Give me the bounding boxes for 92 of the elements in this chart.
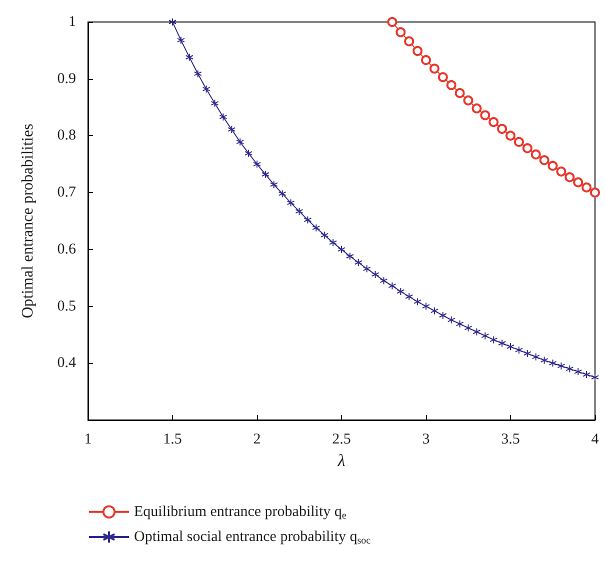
point [429, 64, 440, 74]
point [219, 112, 228, 121]
point [346, 252, 354, 260]
point [498, 339, 506, 348]
point [253, 160, 261, 168]
y-tick-label: 0.7 [57, 184, 76, 201]
point [371, 270, 380, 278]
x-tick-label: 2.5 [332, 432, 351, 448]
point [412, 46, 423, 56]
y-tick-label: 0.4 [57, 355, 76, 372]
y-tick-label: 0.9 [57, 70, 76, 87]
x-tick-label: 4 [591, 432, 600, 448]
point [463, 95, 474, 106]
y-tick-label: 0.5 [57, 298, 76, 314]
x-tick-label: 3.5 [501, 432, 520, 448]
point [548, 359, 557, 368]
y-tick-label: 0.6 [57, 241, 76, 258]
x-tick-label: 2 [253, 432, 261, 448]
point [405, 292, 414, 301]
point [438, 311, 447, 320]
point [456, 320, 464, 328]
point [278, 190, 286, 198]
point [557, 362, 566, 370]
x-tick-label: 1 [84, 432, 92, 448]
point [422, 302, 430, 310]
point [295, 207, 304, 216]
point [338, 245, 346, 254]
point [421, 55, 431, 66]
point [430, 306, 438, 315]
point [320, 231, 329, 240]
point [261, 170, 270, 178]
point [556, 166, 566, 177]
point [582, 370, 591, 379]
point [380, 276, 388, 285]
point [481, 332, 490, 340]
point [564, 172, 575, 182]
point [185, 53, 194, 62]
point [472, 328, 481, 336]
point [582, 182, 592, 192]
point [464, 324, 472, 332]
point [522, 143, 532, 154]
point [270, 180, 278, 189]
point [168, 18, 176, 26]
point [532, 352, 540, 361]
x-axis-title: λ [336, 450, 346, 470]
point [480, 110, 490, 120]
point [362, 264, 371, 273]
point [591, 373, 599, 382]
point [566, 364, 574, 373]
point [202, 85, 210, 94]
point [490, 336, 498, 344]
point [530, 149, 541, 160]
point [573, 177, 584, 188]
point [506, 130, 516, 141]
point [388, 282, 396, 290]
point [590, 188, 600, 198]
point [210, 99, 219, 108]
point [506, 342, 514, 351]
point [540, 356, 548, 364]
point [404, 36, 414, 46]
x-tick-label: 1.5 [163, 432, 182, 448]
point [447, 316, 456, 324]
point [548, 160, 558, 171]
y-tick-label: 1 [68, 14, 76, 30]
point [286, 198, 295, 207]
x-tick-label: 3 [422, 432, 430, 448]
point [354, 258, 362, 267]
point [304, 216, 312, 224]
point [194, 70, 202, 78]
point [329, 238, 338, 247]
point [454, 88, 465, 98]
point [514, 136, 524, 147]
point [472, 103, 482, 114]
point [438, 72, 448, 82]
point [539, 155, 550, 166]
point [446, 80, 456, 90]
point [176, 36, 185, 44]
point [488, 117, 499, 128]
point [523, 349, 532, 358]
point [236, 138, 244, 146]
point [396, 27, 406, 38]
point [514, 346, 523, 354]
point [244, 149, 253, 158]
point [228, 125, 236, 134]
point [312, 224, 320, 232]
point [396, 288, 405, 296]
point [387, 17, 398, 27]
point [414, 298, 422, 306]
y-tick-label: 0.8 [57, 128, 76, 144]
y-axis-title: Optimal entrance probabilities [20, 124, 36, 318]
point [574, 368, 582, 376]
point [497, 124, 508, 134]
